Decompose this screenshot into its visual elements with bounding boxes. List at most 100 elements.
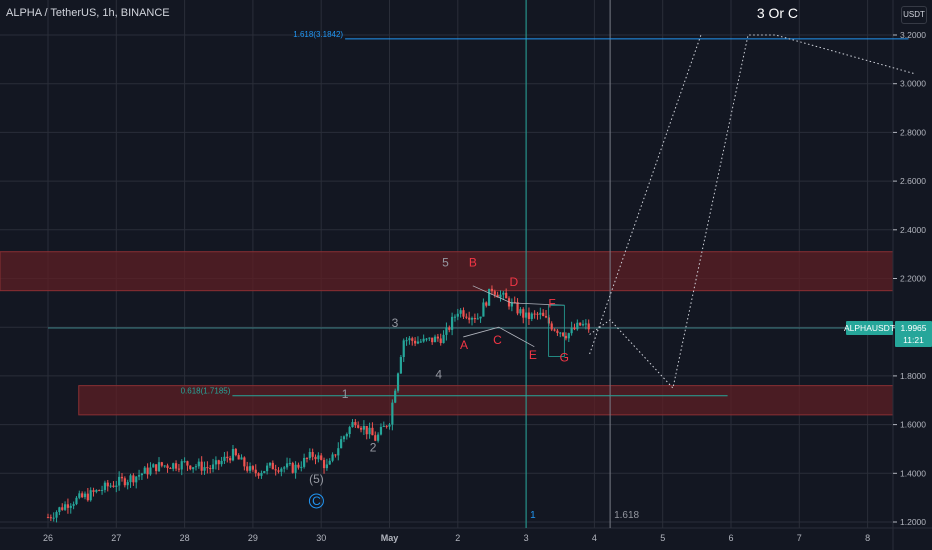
fib-time-label: 1.618 xyxy=(614,510,639,521)
candle-body xyxy=(550,323,553,330)
candle-body xyxy=(294,464,297,473)
fib-time-label: 1 xyxy=(530,510,536,521)
candle-body xyxy=(473,317,476,320)
candle-body xyxy=(192,467,195,470)
candle-body xyxy=(371,427,374,436)
candle-body xyxy=(300,466,303,468)
candle-body xyxy=(482,302,485,317)
candle-body xyxy=(539,312,542,315)
candle-body xyxy=(231,448,235,461)
candle-body xyxy=(75,497,78,505)
candle-body xyxy=(448,327,451,330)
candle-body xyxy=(257,473,260,476)
candle-body xyxy=(89,490,92,501)
candle-body xyxy=(544,316,548,318)
candle-body xyxy=(365,425,368,435)
candle-body xyxy=(325,464,328,469)
candle-body xyxy=(137,475,141,477)
wave-label: 3 Or C xyxy=(757,5,798,21)
candle-body xyxy=(453,316,457,318)
candle-body xyxy=(211,464,215,470)
candle-body xyxy=(542,312,545,317)
candle-body xyxy=(357,425,360,428)
candle-body xyxy=(533,313,536,315)
candle-body xyxy=(112,485,115,487)
candle-body xyxy=(61,507,64,510)
candle-body xyxy=(399,357,402,374)
candle-body xyxy=(120,476,124,479)
candle-body xyxy=(314,456,317,460)
candle-body xyxy=(576,322,579,330)
candle-body xyxy=(277,470,280,472)
candle-body xyxy=(394,390,397,403)
candle-body xyxy=(132,475,135,483)
candle-body xyxy=(180,461,183,470)
candle-body xyxy=(143,467,146,474)
candle-body xyxy=(160,462,163,466)
candle-body xyxy=(567,333,570,339)
candle-body xyxy=(172,463,175,469)
time-tick-label: 2 xyxy=(455,533,460,543)
candle-body xyxy=(308,452,311,459)
time-tick-label: 26 xyxy=(43,533,53,543)
candle-body xyxy=(337,448,340,456)
candle-body xyxy=(157,462,161,472)
time-tick-label: 29 xyxy=(248,533,258,543)
candle-body xyxy=(285,463,289,468)
candle-body xyxy=(223,456,226,461)
candle-body xyxy=(72,504,75,506)
candle-body xyxy=(422,338,425,342)
candle-body xyxy=(519,309,522,314)
candle-body xyxy=(177,468,181,470)
wave-label: (5) xyxy=(309,472,324,486)
candle-body xyxy=(81,493,84,498)
candle-body xyxy=(493,291,496,295)
candle-body xyxy=(456,313,459,317)
candle-body xyxy=(186,461,189,466)
candle-body xyxy=(556,330,559,333)
candle-body xyxy=(419,341,422,343)
candle-body xyxy=(106,482,109,487)
currency-unit-button[interactable]: USDT xyxy=(901,6,927,24)
time-tick-label: 4 xyxy=(592,533,597,543)
candle-body xyxy=(266,465,269,472)
price-axis: 3.20003.00002.80002.60002.40002.20002.00… xyxy=(893,30,926,527)
candle-body xyxy=(468,317,471,320)
wave-label: G xyxy=(560,350,569,364)
projection-path-alt xyxy=(589,34,702,355)
candle-body xyxy=(414,340,417,344)
candle-body xyxy=(149,467,152,475)
wave-label: D xyxy=(509,275,518,289)
price-tick-label: 2.8000 xyxy=(900,127,926,137)
candle-body xyxy=(55,512,58,518)
symbol-tag-label: ALPHAUSDT xyxy=(844,323,895,333)
candle-body xyxy=(103,482,107,490)
price-tick-label: 3.0000 xyxy=(900,79,926,89)
candle-body xyxy=(525,312,528,318)
candle-body xyxy=(513,301,516,303)
candle-body xyxy=(129,475,132,483)
candle-body xyxy=(183,461,186,463)
candle-body xyxy=(584,323,587,325)
time-tick-label: 7 xyxy=(797,533,802,543)
time-tick-label: May xyxy=(381,533,399,543)
candle-body xyxy=(311,452,314,457)
time-axis: 26 27 28 29 30 May 2 3 4 5 6 7 8 xyxy=(43,533,870,543)
candles xyxy=(46,285,590,523)
price-tick-label: 1.6000 xyxy=(900,420,926,430)
time-tick-label: 5 xyxy=(660,533,665,543)
candle-body xyxy=(152,464,155,468)
candle-body xyxy=(354,422,357,426)
candle-body xyxy=(570,327,573,334)
wedge-lower-line xyxy=(463,326,535,348)
candle-body xyxy=(405,340,408,342)
candle-body xyxy=(297,464,300,468)
wave-label: 4 xyxy=(435,367,442,381)
candle-body xyxy=(553,329,556,331)
candle-body xyxy=(166,465,169,469)
wedge-upper-line xyxy=(472,285,565,306)
candle-body xyxy=(442,334,445,344)
candle-body xyxy=(408,338,411,341)
